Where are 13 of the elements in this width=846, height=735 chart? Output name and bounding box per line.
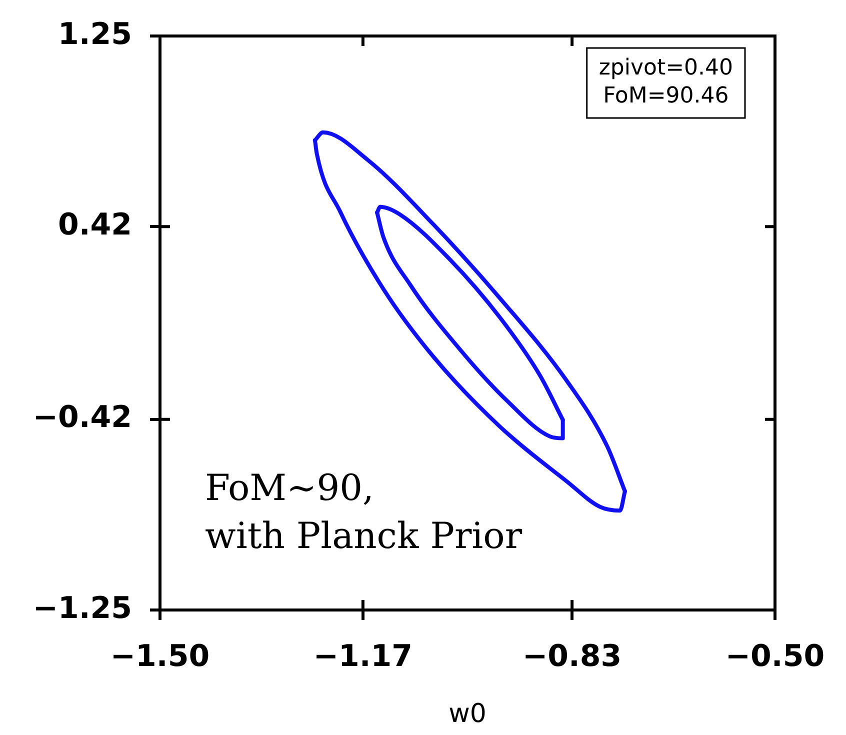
annotation: with Planck Prior (205, 516, 523, 557)
annotation: zpivot=0.40 (598, 56, 734, 81)
x-tick-label: −1.50 (110, 638, 210, 674)
y-tick-label: 1.25 (58, 16, 132, 52)
annotation: FoM=90.46 (603, 84, 729, 109)
x-axis-title: w0 (448, 699, 486, 730)
y-tick-label: 0.42 (58, 207, 132, 242)
x-tick-label: −0.50 (725, 638, 825, 674)
annotation: FoM~90, (205, 468, 374, 509)
x-tick-label: −1.17 (313, 638, 413, 674)
x-tick-label: −0.83 (522, 638, 622, 674)
y-tick-label: −1.25 (32, 590, 132, 626)
y-tick-label: −0.42 (32, 400, 132, 436)
